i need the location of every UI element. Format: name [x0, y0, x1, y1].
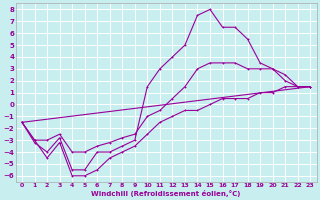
X-axis label: Windchill (Refroidissement éolien,°C): Windchill (Refroidissement éolien,°C)	[92, 190, 241, 197]
